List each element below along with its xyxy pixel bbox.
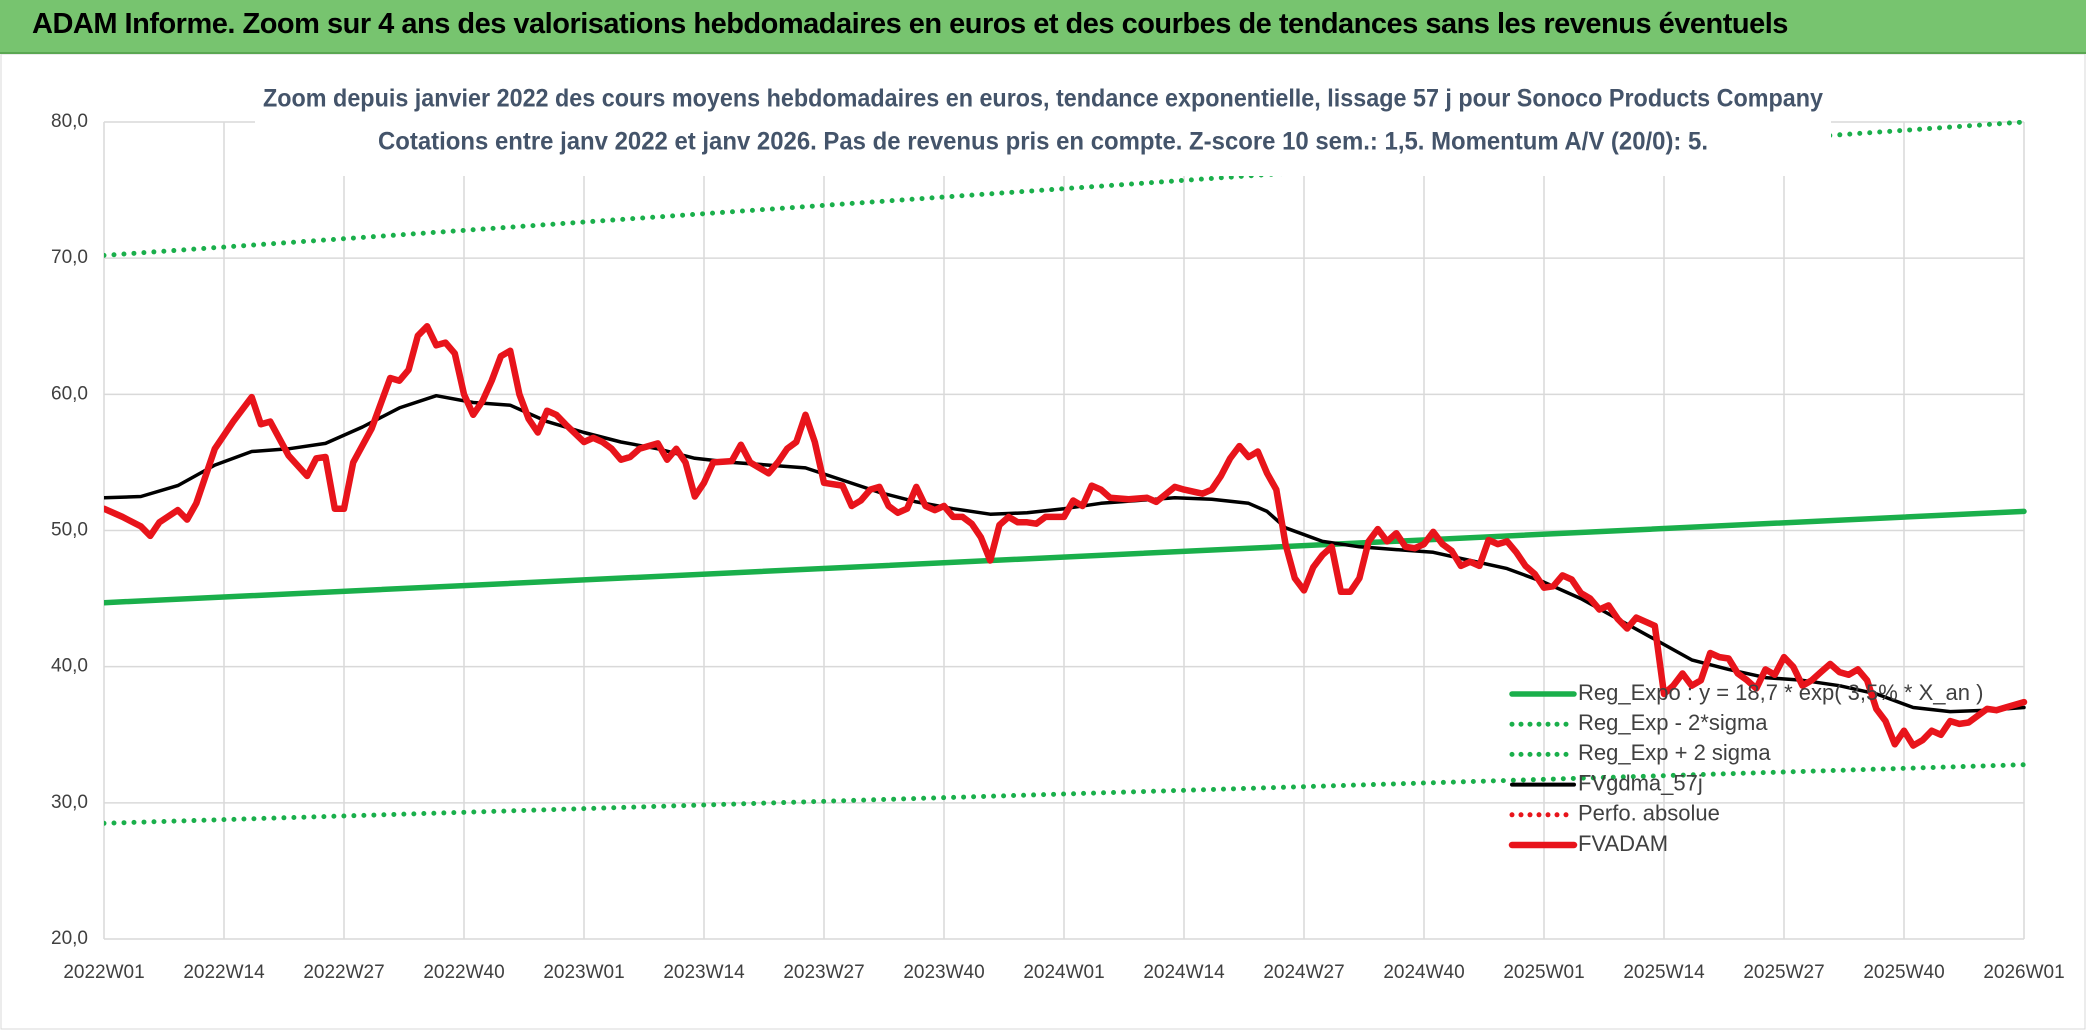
title-backing xyxy=(255,76,1831,176)
legend-label: FVgdma_57j xyxy=(1578,770,1703,795)
chart-frame xyxy=(0,54,2086,1030)
chart: 20,0 30,0 40,0 50,0 60,0 70,0 80,0 2022W01 2022W… xyxy=(0,54,2086,1030)
y-tick-label: 70,0 xyxy=(51,247,88,268)
x-tick-label: 2023W01 xyxy=(543,962,624,983)
y-tick-label: 60,0 xyxy=(51,383,88,404)
y-tick-label: 80,0 xyxy=(51,111,88,132)
legend-label: Reg_Exp - 2*sigma xyxy=(1578,710,1768,735)
x-tick-label: 2022W27 xyxy=(303,962,384,983)
x-tick-label: 2024W27 xyxy=(1263,962,1344,983)
legend-label: Reg_Expo : y = 18,7 * exp( 3,5% * X_an ) xyxy=(1578,680,1983,705)
x-tick-label: 2025W01 xyxy=(1503,962,1584,983)
x-tick-label: 2024W40 xyxy=(1383,962,1464,983)
x-tick-label: 2022W01 xyxy=(63,962,144,983)
x-tick-label: 2023W14 xyxy=(663,962,745,983)
y-tick-label: 20,0 xyxy=(51,928,88,949)
series-line xyxy=(104,120,2027,258)
x-tick-label: 2023W27 xyxy=(783,962,864,983)
x-tick-label: 2026W01 xyxy=(1983,962,2064,983)
x-tick-label: 2025W14 xyxy=(1623,962,1705,983)
series-line xyxy=(104,762,2027,826)
x-tick-label: 2025W27 xyxy=(1743,962,1824,983)
header-title: ADAM Informe. Zoom sur 4 ans des valoris… xyxy=(32,8,1788,40)
chart-title: Zoom depuis janvier 2022 des cours moyen… xyxy=(263,85,1823,113)
series-line xyxy=(104,508,2027,606)
legend-label: Perfo. absolue xyxy=(1578,801,1720,826)
y-tick-label: 50,0 xyxy=(51,520,88,541)
x-tick-label: 2024W01 xyxy=(1023,962,1104,983)
series-line xyxy=(104,323,2028,749)
x-tick-label: 2022W40 xyxy=(423,962,504,983)
x-tick-label: 2025W40 xyxy=(1863,962,1944,983)
legend-label: FVADAM xyxy=(1578,831,1668,856)
chart-subtitle: Cotations entre janv 2022 et janv 2026. … xyxy=(378,128,1708,156)
header-bar: ADAM Informe. Zoom sur 4 ans des valoris… xyxy=(0,0,2086,54)
x-tick-label: 2022W14 xyxy=(183,962,265,983)
y-tick-label: 40,0 xyxy=(51,656,88,677)
x-tick-label: 2024W14 xyxy=(1143,962,1225,983)
y-tick-label: 30,0 xyxy=(51,792,88,813)
x-tick-label: 2023W40 xyxy=(903,962,984,983)
legend-label: Reg_Exp + 2 sigma xyxy=(1578,740,1771,765)
